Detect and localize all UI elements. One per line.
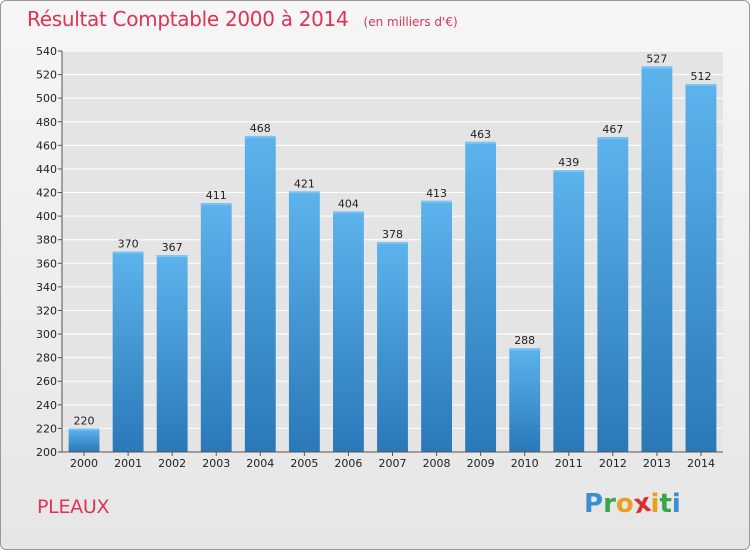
x-tick-label: 2003 bbox=[202, 457, 230, 470]
bar bbox=[244, 135, 276, 452]
bar bbox=[200, 203, 232, 452]
y-tick-label: 460 bbox=[36, 139, 57, 152]
bar bbox=[597, 137, 629, 453]
x-tick-label: 2002 bbox=[158, 457, 186, 470]
y-tick-label: 340 bbox=[36, 281, 57, 294]
bar-top-highlight bbox=[333, 211, 364, 214]
bar-top-highlight bbox=[597, 137, 629, 140]
y-tick-label: 360 bbox=[36, 257, 57, 270]
data-label: 404 bbox=[338, 197, 359, 210]
x-tick-label: 2012 bbox=[599, 457, 627, 470]
logo-letter: o bbox=[615, 489, 634, 519]
data-label: 421 bbox=[294, 177, 315, 190]
data-label: 413 bbox=[426, 187, 447, 200]
y-tick-label: 380 bbox=[36, 234, 57, 247]
bar-top-highlight bbox=[68, 428, 100, 431]
bar bbox=[465, 141, 497, 453]
bar bbox=[553, 170, 585, 452]
bar bbox=[685, 84, 717, 452]
x-tick-label: 2010 bbox=[511, 457, 539, 470]
y-tick-label: 300 bbox=[36, 328, 57, 341]
bar-top-highlight bbox=[112, 251, 144, 254]
y-tick-label: 240 bbox=[36, 399, 57, 412]
y-tick-label: 540 bbox=[36, 45, 57, 58]
y-tick-label: 320 bbox=[36, 304, 57, 317]
bar-top-highlight bbox=[509, 348, 541, 351]
bar-layer bbox=[68, 66, 717, 453]
bar bbox=[156, 255, 188, 452]
bar-top-highlight bbox=[288, 191, 320, 194]
bar bbox=[377, 242, 408, 452]
bar-top-highlight bbox=[244, 135, 276, 138]
y-tick-label: 220 bbox=[36, 422, 57, 435]
x-tick-label: 2004 bbox=[246, 457, 274, 470]
bar bbox=[641, 66, 673, 453]
data-label: 378 bbox=[382, 228, 403, 241]
logo-letter: P bbox=[584, 489, 604, 519]
data-label: 527 bbox=[646, 52, 667, 65]
x-tick-label: 2005 bbox=[290, 457, 318, 470]
x-tick-label: 2006 bbox=[334, 457, 362, 470]
axis-layer: 200 220 240 260 280 300 320 340 360 380 400 420 440 4… bbox=[36, 45, 723, 470]
bar-top-highlight bbox=[465, 141, 497, 144]
x-tick-label: 2011 bbox=[555, 457, 583, 470]
data-label: 463 bbox=[470, 128, 491, 141]
bar-top-highlight bbox=[421, 200, 452, 203]
y-tick-label: 420 bbox=[36, 187, 57, 200]
bar bbox=[509, 348, 541, 452]
y-tick-label: 500 bbox=[36, 92, 57, 105]
proxiti-logo[interactable]: Proxiti bbox=[584, 488, 681, 520]
bar-top-highlight bbox=[377, 242, 408, 245]
y-tick-label: 280 bbox=[36, 352, 57, 365]
bar bbox=[333, 211, 364, 452]
bar bbox=[68, 428, 100, 452]
data-label: 468 bbox=[250, 122, 271, 135]
chart-subtitle: (en milliers d'€) bbox=[363, 15, 458, 29]
data-label: 370 bbox=[118, 238, 139, 251]
bar-top-highlight bbox=[685, 84, 717, 87]
bar bbox=[112, 251, 144, 452]
place-name: PLEAUX bbox=[37, 496, 110, 518]
y-tick-label: 520 bbox=[36, 69, 57, 82]
x-tick-label: 2013 bbox=[643, 457, 671, 470]
logo-letter: t bbox=[659, 489, 672, 519]
data-label: 411 bbox=[206, 189, 227, 202]
x-tick-label: 2014 bbox=[687, 457, 715, 470]
logo-letter: r bbox=[603, 489, 616, 519]
y-tick-label: 480 bbox=[36, 116, 57, 129]
label-layer: 220 370 367 411 468 421 404 378 413 463 288 439 467 5… bbox=[74, 52, 712, 427]
y-tick-label: 440 bbox=[36, 163, 57, 176]
data-label: 367 bbox=[162, 241, 183, 254]
chart-title: Résultat Comptable 2000 à 2014 bbox=[27, 7, 349, 31]
data-label: 467 bbox=[602, 123, 623, 136]
logo-letter: i bbox=[650, 489, 660, 519]
logo-letter: i bbox=[671, 489, 681, 519]
data-label: 220 bbox=[74, 414, 95, 427]
data-label: 512 bbox=[690, 70, 711, 83]
y-tick-label: 400 bbox=[36, 210, 57, 223]
x-tick-label: 2000 bbox=[70, 457, 98, 470]
bar-top-highlight bbox=[156, 255, 188, 258]
bar bbox=[288, 191, 320, 452]
data-label: 288 bbox=[514, 334, 535, 347]
y-tick-label: 200 bbox=[36, 446, 57, 459]
bar-top-highlight bbox=[641, 66, 673, 69]
x-tick-label: 2008 bbox=[423, 457, 451, 470]
x-tick-label: 2007 bbox=[379, 457, 407, 470]
y-tick-label: 260 bbox=[36, 375, 57, 388]
data-label: 439 bbox=[558, 156, 579, 169]
bar bbox=[421, 200, 452, 452]
title-row: Résultat Comptable 2000 à 2014 (en milli… bbox=[27, 7, 458, 31]
bar-top-highlight bbox=[200, 203, 232, 206]
bar-top-highlight bbox=[553, 170, 585, 173]
x-tick-label: 2001 bbox=[114, 457, 142, 470]
x-tick-label: 2009 bbox=[467, 457, 495, 470]
